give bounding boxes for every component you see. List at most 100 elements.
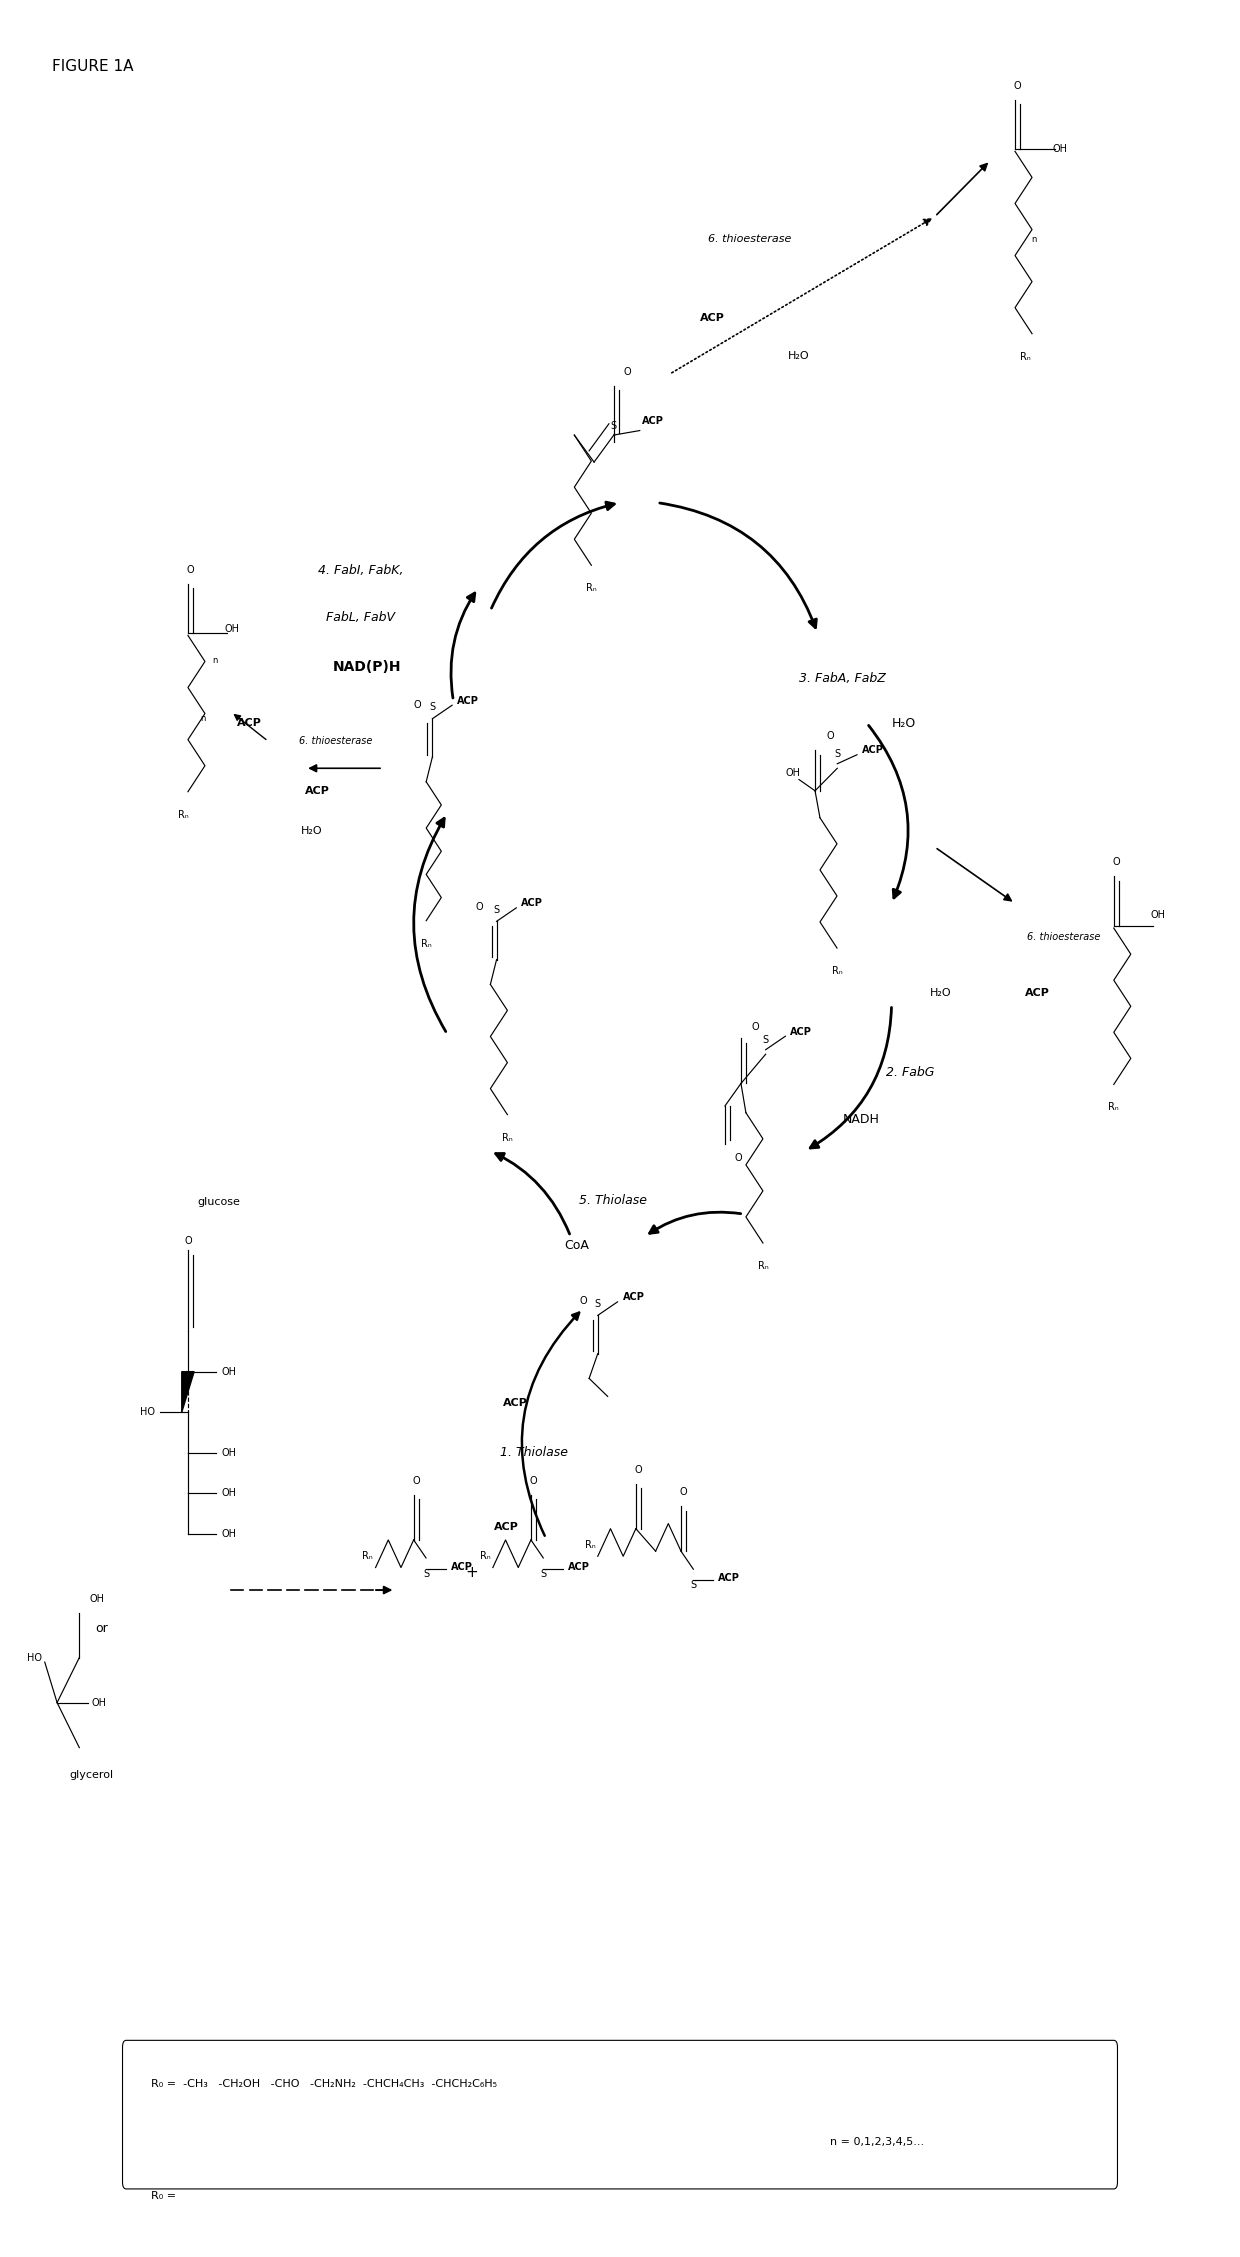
FancyArrowPatch shape (496, 1153, 569, 1235)
Text: O: O (1112, 858, 1120, 867)
Text: Rₙ: Rₙ (420, 939, 432, 948)
Text: n: n (200, 713, 206, 722)
Text: FabL, FabV: FabL, FabV (326, 612, 396, 623)
FancyArrowPatch shape (868, 724, 908, 898)
FancyArrowPatch shape (491, 501, 614, 607)
Text: Rₙ: Rₙ (480, 1551, 490, 1562)
Text: 5. Thiolase: 5. Thiolase (579, 1194, 646, 1207)
Text: S: S (423, 1569, 429, 1580)
Text: ACP: ACP (521, 898, 543, 907)
Text: HO: HO (140, 1406, 155, 1417)
Text: S: S (595, 1298, 601, 1309)
Text: OH: OH (89, 1593, 104, 1602)
Text: H₂O: H₂O (930, 989, 952, 998)
Text: O: O (184, 1235, 192, 1246)
Text: OH: OH (1151, 910, 1166, 919)
Text: S: S (494, 905, 500, 914)
Text: OH: OH (1052, 144, 1068, 153)
Text: OH: OH (221, 1487, 237, 1499)
Text: O: O (624, 366, 631, 377)
Text: Rₙ: Rₙ (758, 1262, 769, 1271)
FancyArrowPatch shape (310, 765, 381, 772)
Text: NADH: NADH (842, 1113, 879, 1126)
Text: R₀ =  -CH₃   -CH₂OH   -CHO   -CH₂NH₂  -CHCH₄CH₃  -CHCH₂C₆H₅: R₀ = -CH₃ -CH₂OH -CHO -CH₂NH₂ -CHCH₄CH₃ … (151, 2079, 497, 2088)
FancyArrowPatch shape (810, 1007, 892, 1149)
FancyArrowPatch shape (234, 715, 267, 740)
FancyArrowPatch shape (650, 1212, 740, 1232)
Text: 6. thioesterase: 6. thioesterase (708, 235, 791, 244)
Text: O: O (635, 1465, 642, 1474)
FancyArrowPatch shape (937, 849, 1012, 901)
Text: ACP: ACP (502, 1397, 527, 1408)
Text: ACP: ACP (1025, 989, 1050, 998)
Text: Rₙ: Rₙ (587, 582, 596, 594)
Text: ACP: ACP (237, 718, 262, 729)
Text: O: O (475, 903, 484, 912)
Text: S: S (691, 1580, 697, 1591)
Text: S: S (763, 1036, 769, 1045)
Text: n: n (212, 657, 218, 666)
Text: ACP: ACP (622, 1293, 645, 1302)
Text: HO: HO (27, 1652, 42, 1663)
Text: FIGURE 1A: FIGURE 1A (52, 59, 134, 74)
Text: n = 0,1,2,3,4,5...: n = 0,1,2,3,4,5... (830, 2137, 924, 2146)
Text: OH: OH (785, 767, 800, 779)
Polygon shape (182, 1372, 195, 1413)
Text: ACP: ACP (701, 314, 725, 323)
Text: Rₙ: Rₙ (584, 1539, 595, 1551)
Text: 2. FabG: 2. FabG (885, 1065, 934, 1079)
Text: ACP: ACP (718, 1573, 740, 1582)
Text: ACP: ACP (305, 785, 330, 797)
Text: Rₙ: Rₙ (177, 810, 188, 819)
Text: ACP: ACP (862, 745, 884, 756)
FancyArrowPatch shape (376, 1587, 391, 1593)
Text: S: S (429, 702, 435, 711)
FancyArrowPatch shape (451, 594, 475, 697)
Text: ACP: ACP (790, 1027, 812, 1036)
Text: 4. FabI, FabK,: 4. FabI, FabK, (317, 564, 403, 576)
Text: ACP: ACP (458, 695, 479, 706)
Text: O: O (751, 1022, 760, 1031)
FancyArrowPatch shape (672, 219, 931, 372)
Text: S: S (541, 1569, 547, 1580)
Text: Rₙ: Rₙ (1021, 352, 1032, 361)
Text: OH: OH (221, 1368, 237, 1377)
Text: Rₙ: Rₙ (1109, 1101, 1120, 1113)
Text: ACP: ACP (494, 1521, 518, 1533)
Text: 3. FabA, FabZ: 3. FabA, FabZ (799, 673, 885, 684)
Text: or: or (95, 1623, 108, 1634)
FancyArrowPatch shape (522, 1314, 579, 1535)
Text: H₂O: H₂O (892, 718, 916, 729)
Text: O: O (680, 1487, 687, 1496)
Text: Rₙ: Rₙ (362, 1551, 373, 1562)
FancyArrowPatch shape (936, 165, 987, 214)
Text: O: O (826, 731, 833, 740)
Text: CoA: CoA (564, 1239, 589, 1253)
Text: O: O (186, 564, 195, 576)
Text: H₂O: H₂O (300, 826, 322, 837)
Text: OH: OH (224, 623, 241, 634)
Text: S: S (611, 420, 616, 431)
FancyArrowPatch shape (660, 503, 816, 627)
Text: S: S (835, 749, 841, 758)
Text: ACP: ACP (450, 1562, 472, 1571)
FancyBboxPatch shape (123, 2040, 1117, 2189)
FancyArrowPatch shape (414, 819, 445, 1031)
Text: R₀ =: R₀ = (151, 2192, 176, 2201)
Text: ACP: ACP (568, 1562, 590, 1571)
Text: ACP: ACP (642, 415, 665, 427)
Text: glucose: glucose (197, 1196, 241, 1207)
Text: O: O (529, 1476, 537, 1485)
Text: NAD(P)H: NAD(P)H (332, 659, 402, 675)
Text: O: O (414, 700, 422, 709)
Text: OH: OH (92, 1697, 107, 1709)
Text: OH: OH (221, 1447, 237, 1458)
Text: +: + (465, 1564, 479, 1580)
Text: O: O (579, 1296, 587, 1307)
Text: glycerol: glycerol (69, 1769, 114, 1781)
Text: OH: OH (221, 1528, 237, 1539)
Text: Rₙ: Rₙ (502, 1133, 513, 1142)
Text: O: O (413, 1476, 420, 1485)
Text: 6. thioesterase: 6. thioesterase (1028, 932, 1101, 941)
Text: Rₙ: Rₙ (832, 966, 842, 975)
